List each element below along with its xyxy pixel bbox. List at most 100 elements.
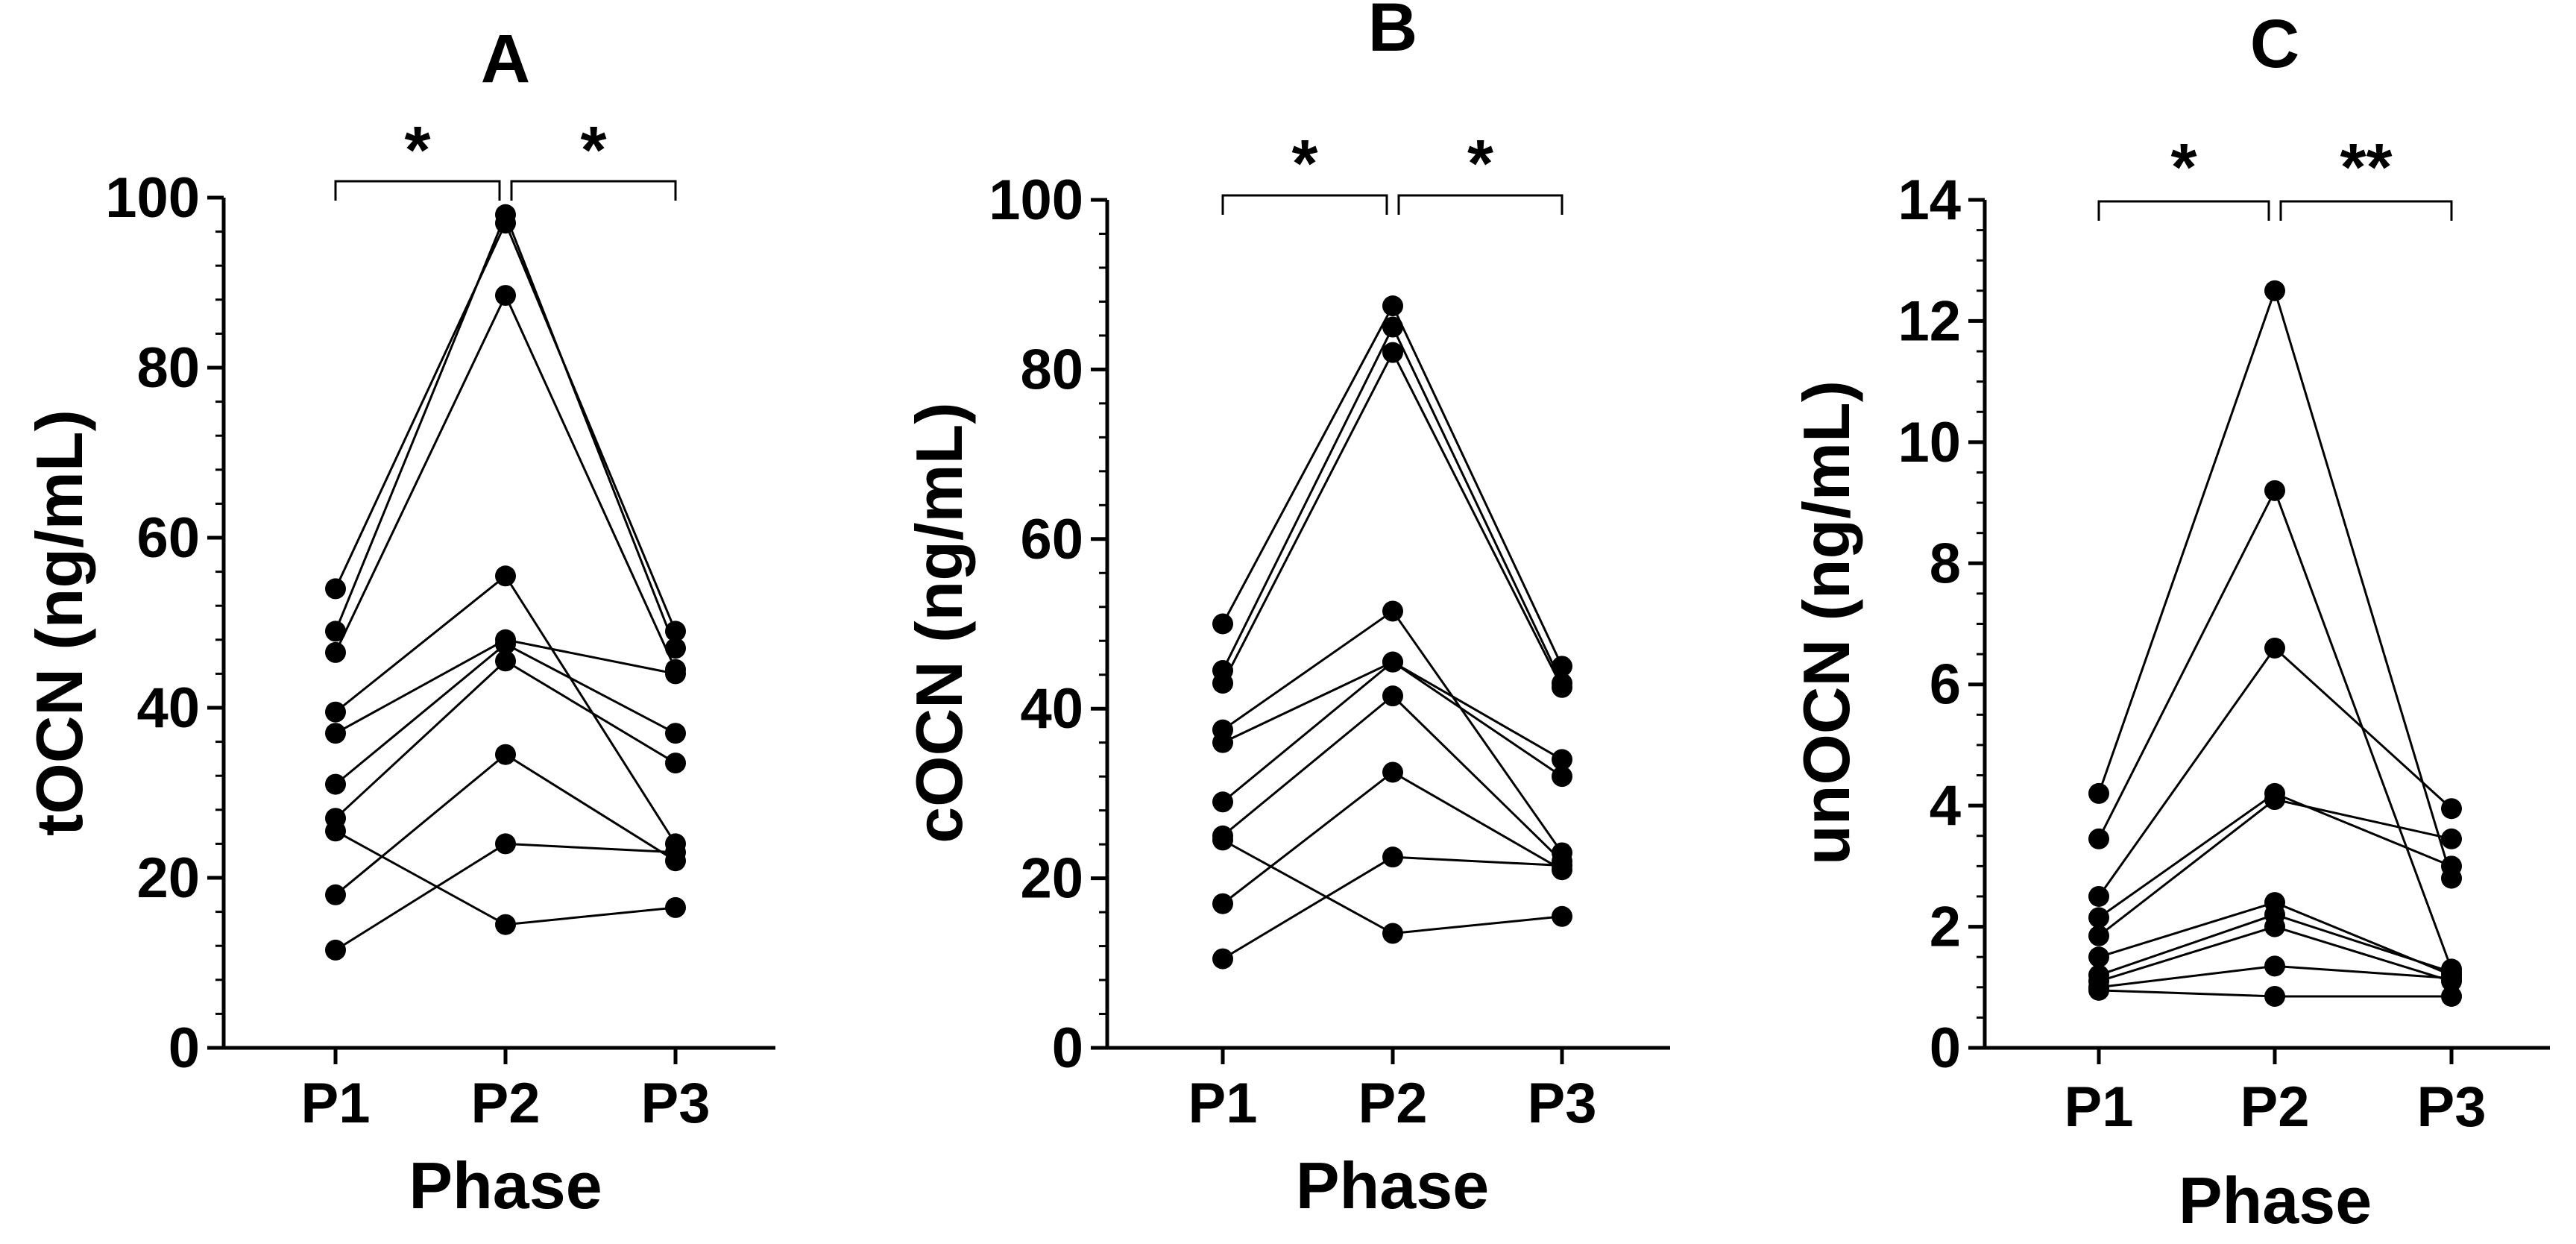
data-point bbox=[1212, 673, 1233, 694]
panel-label: C bbox=[2250, 6, 2299, 82]
y-axis-title: tOCN (ng/mL) bbox=[22, 409, 96, 836]
series-line-4 bbox=[1222, 609, 1563, 854]
significance-bracket bbox=[334, 180, 501, 201]
x-tick-label: P3 bbox=[2417, 1075, 2487, 1139]
series-line-7 bbox=[334, 659, 676, 820]
y-tick-label: 60 bbox=[1020, 508, 1083, 571]
x-tick-label: P2 bbox=[2240, 1075, 2310, 1139]
panel-label: B bbox=[1368, 0, 1417, 66]
data-point bbox=[665, 638, 686, 659]
data-point bbox=[1212, 613, 1233, 635]
data-point bbox=[2264, 916, 2285, 937]
series-line-4 bbox=[335, 574, 677, 845]
x-tick-label: P2 bbox=[471, 1072, 541, 1135]
significance-label: * bbox=[1291, 127, 1317, 201]
data-point bbox=[1552, 749, 1572, 770]
chart-panel-a: A 0 20 40 60 80 100 P1 P2 P3 Phase tOCN (ng/mL) * * bbox=[22, 21, 775, 1222]
x-tick-label: P1 bbox=[301, 1072, 371, 1135]
data-point bbox=[2264, 985, 2285, 1007]
y-tick-label: 6 bbox=[1930, 653, 1961, 717]
significance-bracket bbox=[1221, 194, 1388, 215]
x-axis-title: Phase bbox=[409, 1149, 602, 1222]
y-tick-label: 0 bbox=[1052, 1017, 1083, 1080]
data-point bbox=[2088, 828, 2109, 849]
data-point bbox=[1212, 732, 1233, 753]
y-tick-label: 0 bbox=[169, 1017, 200, 1080]
significance-label: * bbox=[580, 113, 606, 188]
y-tick-label: 40 bbox=[136, 676, 200, 740]
data-point bbox=[1382, 761, 1403, 783]
data-point bbox=[325, 578, 346, 600]
series-line-3 bbox=[2097, 646, 2453, 897]
data-point bbox=[325, 884, 346, 905]
data-point bbox=[1212, 791, 1233, 813]
data-point bbox=[325, 723, 346, 744]
data-point bbox=[665, 896, 686, 918]
y-tick-label: 12 bbox=[1898, 289, 1961, 353]
data-point bbox=[2441, 798, 2462, 820]
y-tick-label: 4 bbox=[1930, 774, 1961, 838]
significance-label: ** bbox=[2340, 131, 2392, 205]
data-point bbox=[325, 701, 346, 723]
data-point bbox=[495, 914, 516, 935]
data-point bbox=[325, 939, 346, 961]
data-point bbox=[665, 753, 686, 774]
y-tick-label: 60 bbox=[136, 506, 200, 570]
data-point bbox=[2264, 789, 2285, 811]
significance-label: * bbox=[2170, 131, 2196, 205]
data-point bbox=[2264, 955, 2285, 977]
x-tick-label: P1 bbox=[2065, 1075, 2134, 1139]
data-point bbox=[665, 621, 686, 642]
data-point bbox=[495, 633, 516, 655]
data-point bbox=[2441, 828, 2462, 849]
significance-bracket bbox=[1397, 194, 1563, 215]
y-tick-label: 0 bbox=[1930, 1017, 1961, 1080]
x-tick-label: P3 bbox=[1528, 1072, 1597, 1135]
data-point bbox=[325, 773, 346, 795]
series-line-3 bbox=[334, 292, 677, 670]
data-point bbox=[1382, 342, 1403, 363]
y-axis-title: cOCN (ng/mL) bbox=[902, 402, 976, 844]
data-point bbox=[665, 841, 686, 863]
chart-panel-b: B 0 20 40 60 80 100 P1 P2 P3 Phase cOCN (ng/mL) * * bbox=[902, 0, 1670, 1222]
data-point bbox=[1552, 766, 1572, 788]
data-point bbox=[1382, 923, 1403, 944]
y-tick-label: 10 bbox=[1898, 411, 1961, 474]
data-point bbox=[495, 744, 516, 765]
data-point bbox=[1382, 651, 1403, 673]
data-point bbox=[2088, 885, 2109, 907]
x-tick-label: P3 bbox=[641, 1072, 711, 1135]
x-tick-label: P2 bbox=[1358, 1072, 1428, 1135]
data-point bbox=[325, 820, 346, 842]
data-point bbox=[1382, 600, 1403, 622]
data-point bbox=[2088, 907, 2109, 929]
x-axis-title: Phase bbox=[1296, 1149, 1489, 1222]
data-point bbox=[2088, 782, 2109, 804]
data-point bbox=[2088, 979, 2109, 1001]
y-tick-label: 80 bbox=[136, 336, 200, 400]
series-line-3 bbox=[1221, 350, 1563, 688]
data-point bbox=[495, 833, 516, 855]
data-point bbox=[495, 204, 516, 225]
data-point bbox=[1382, 685, 1403, 707]
series-line-9 bbox=[335, 753, 676, 896]
series-line-9 bbox=[1222, 770, 1563, 905]
significance-bracket bbox=[2279, 200, 2453, 221]
data-point bbox=[1382, 316, 1403, 338]
data-point bbox=[1552, 676, 1572, 698]
data-point bbox=[2264, 637, 2285, 659]
y-tick-label: 40 bbox=[1020, 677, 1083, 741]
series-line-2 bbox=[1221, 324, 1563, 684]
y-tick-label: 20 bbox=[136, 846, 200, 910]
significance-label: * bbox=[1467, 127, 1493, 201]
data-point bbox=[2441, 985, 2462, 1007]
data-point bbox=[1212, 893, 1233, 914]
significance-label: * bbox=[404, 113, 430, 188]
y-tick-label: 2 bbox=[1930, 896, 1961, 959]
y-tick-label: 20 bbox=[1020, 847, 1083, 911]
y-tick-label: 100 bbox=[105, 166, 200, 230]
data-point bbox=[1552, 855, 1572, 876]
data-point bbox=[1212, 948, 1233, 970]
y-tick-label: 80 bbox=[1020, 338, 1083, 401]
